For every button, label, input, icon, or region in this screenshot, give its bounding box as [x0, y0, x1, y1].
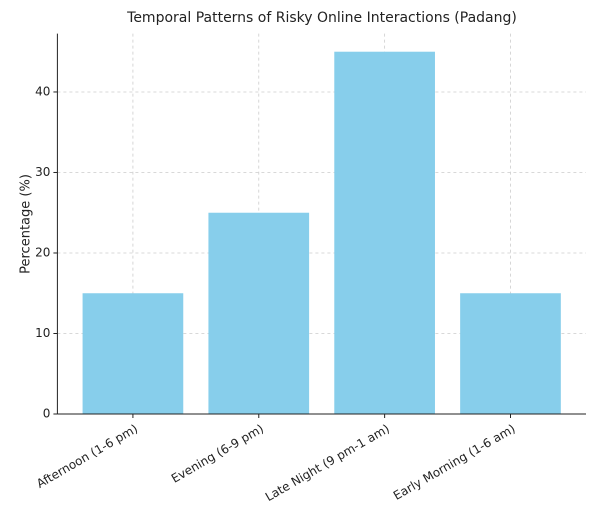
y-tick-label: 20 [35, 245, 50, 259]
y-tick-label: 30 [35, 165, 50, 179]
y-tick-label: 10 [35, 326, 50, 340]
bar [208, 212, 310, 414]
x-tick-label: Early Morning (1-6 am) [391, 422, 518, 503]
chart-title: Temporal Patterns of Risky Online Intera… [126, 10, 517, 26]
y-tick-label: 40 [35, 84, 50, 98]
bar [334, 51, 435, 414]
bar [82, 293, 184, 414]
x-tick-label: Evening (6-9 pm) [169, 422, 266, 486]
bar [460, 293, 561, 414]
y-axis-label: Percentage (%) [19, 174, 34, 274]
x-tick-label: Late Night (9 pm-1 am) [263, 422, 392, 505]
x-tick-label: Afternoon (1-6 pm) [34, 422, 140, 491]
y-tick-label: 0 [43, 407, 51, 421]
